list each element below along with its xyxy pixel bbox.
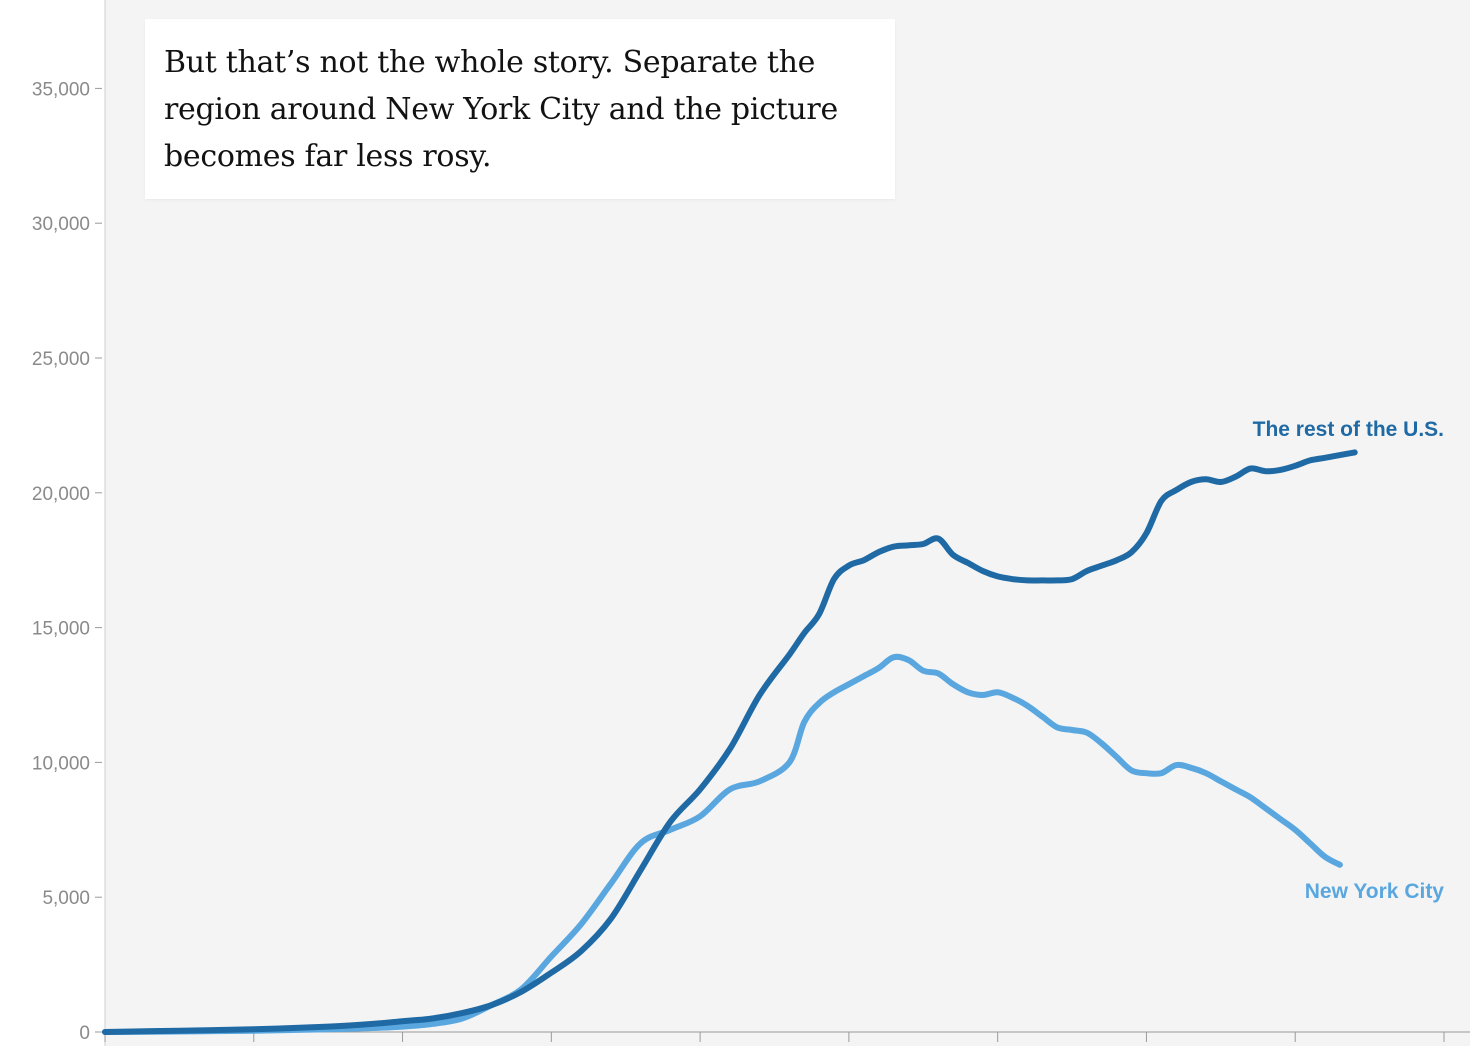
series-label-rest-of-us: The rest of the U.S. [1253,418,1444,441]
y-tick-label: 35,000 [32,79,90,100]
y-tick-label: 15,000 [32,619,90,640]
series-label-new-york-city: New York City [1305,880,1445,903]
y-tick-label: 10,000 [32,753,90,774]
y-tick-label: 0 [79,1023,90,1044]
y-tick-label: 5,000 [42,888,90,909]
y-tick-label: 30,000 [32,214,90,235]
y-axis: 0 5,000 10,000 15,000 20,000 25,000 30,000 35,0… [32,0,105,1046]
y-tick-label: 20,000 [32,484,90,505]
annotation-box: But that’s not the whole story. Separate… [145,19,895,199]
y-tick-label: 25,000 [32,349,90,370]
annotation-text: But that’s not the whole story. Separate… [164,39,875,180]
